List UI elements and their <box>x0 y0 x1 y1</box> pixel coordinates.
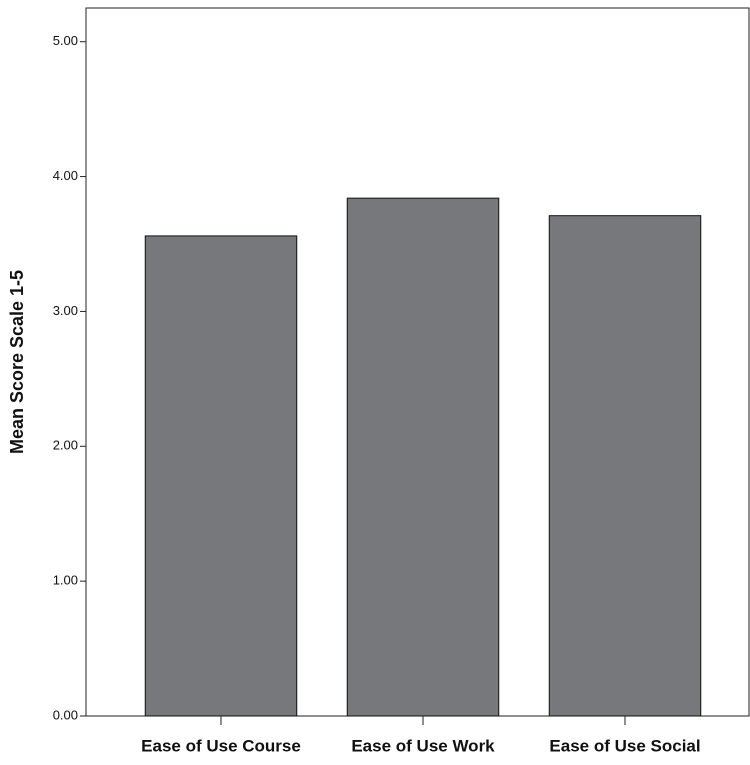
bar <box>144 235 298 717</box>
y-axis-label: Mean Score Scale 1-5 <box>7 270 27 454</box>
bar <box>346 197 500 717</box>
y-tick-label: 1.00 <box>53 573 78 588</box>
y-tick-label: 3.00 <box>53 303 78 318</box>
y-tick-label: 4.00 <box>53 168 78 183</box>
y-tick-label: 0.00 <box>53 707 78 722</box>
x-tick-label: Ease of Use Course <box>141 736 301 755</box>
bar <box>548 215 702 717</box>
x-tick-label: Ease of Use Work <box>351 736 495 755</box>
x-tick-label: Ease of Use Social <box>549 736 700 755</box>
y-tick-label: 2.00 <box>53 438 78 453</box>
y-tick-label: 5.00 <box>53 33 78 48</box>
